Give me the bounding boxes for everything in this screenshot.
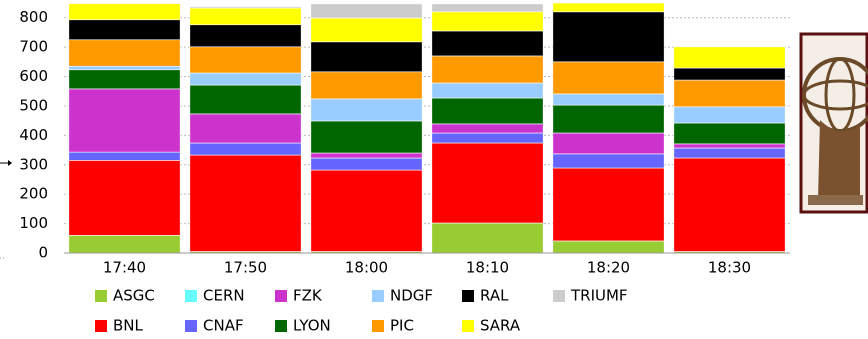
legend-swatch [372,290,384,302]
legend-label: BNL [113,317,144,335]
bar-segment [68,151,181,161]
bar-segment [552,240,665,254]
legend-label: NDGF [390,287,433,305]
y-tick-label: 400 [19,126,48,144]
bar-segment [68,235,181,254]
legend-label: RAL [480,287,509,305]
bar-segment [68,19,181,41]
legend-label: CERN [203,287,245,305]
bar-segment [189,46,302,74]
bar-segment [673,157,786,252]
bar-segment [310,169,423,252]
bar-segment [68,39,181,67]
bar-segment [431,97,544,125]
bar-segment [673,46,786,69]
bar-segment [310,120,423,154]
bar-segment [552,167,665,242]
legend-label: CNAF [203,317,244,335]
x-tick-label: 18:20 [587,259,630,277]
x-tick-label: 18:00 [345,259,388,277]
bar-segment [68,65,181,71]
bar-segment [310,71,423,100]
legend-swatch [462,320,474,332]
bar-segment [673,143,786,149]
bar-segment [310,41,423,73]
bar-segment [431,142,544,224]
bar-segment [431,132,544,144]
bar-segment [310,152,423,159]
legend-swatch [275,320,287,332]
bar-segment [431,30,544,57]
bar-segment [552,11,665,63]
bar-segment [552,61,665,95]
bar-segment [431,222,544,254]
bar-segment [673,147,786,159]
bar-segment [552,93,665,106]
bar-segment [310,98,423,122]
y-tick-label: 0 [38,244,48,262]
bar-segment [189,7,302,26]
y-tick-label: 300 [19,155,48,173]
legend-label: LYON [293,317,331,335]
bar-segment [431,82,544,99]
bar-segment [673,122,786,145]
bar-segment [189,6,302,9]
bar-segment [552,132,665,155]
y-tick-label: 700 [19,38,48,56]
bar-segment [68,69,181,90]
x-tick-label: 18:10 [466,259,509,277]
bar-segment [310,3,423,19]
legend-label: ASGC [113,287,155,305]
legend-swatch [95,320,107,332]
x-tick-label: 18:30 [708,259,751,277]
legend-label: SARA [480,317,521,335]
bar-segment [68,3,181,21]
y-tick-label: 500 [19,96,48,114]
bar-segment [552,2,665,13]
legend-swatch [185,290,197,302]
bar-segment [68,88,181,153]
legend-swatch [185,320,197,332]
legend-swatch [275,290,287,302]
bar-segment [189,24,302,48]
statue-picture [799,32,868,214]
bar-segment [431,11,544,32]
legend-label: FZK [293,287,323,305]
legend-swatch [553,290,565,302]
legend-swatch [462,290,474,302]
side-arrow [0,160,12,259]
y-tick-label: 100 [19,214,48,232]
x-tick-label: 17:50 [224,259,267,277]
y-tick-label: 800 [19,8,48,26]
bar-segment [431,3,544,13]
bar-segment [189,113,302,144]
bar-segment [673,67,786,81]
bar-segment [310,17,423,43]
bar-segment [189,154,302,252]
bar-segment [431,123,544,134]
bar-segment [189,72,302,86]
bar-segment [189,84,302,115]
y-tick-label: 600 [19,67,48,85]
bar-segment [189,142,302,156]
legend-swatch [95,290,107,302]
bar-segment [552,104,665,134]
legend-swatch [372,320,384,332]
bar-segment [552,153,665,169]
y-tick-label: 200 [19,185,48,203]
bar-segment [68,160,181,236]
bar-segment [673,106,786,124]
legend-label: PIC [390,317,414,335]
bar-segment [431,55,544,84]
legend-label: TRIUMF [570,287,628,305]
x-tick-label: 17:40 [103,259,146,277]
bar-segment [310,157,423,171]
bar-segment [673,79,786,108]
